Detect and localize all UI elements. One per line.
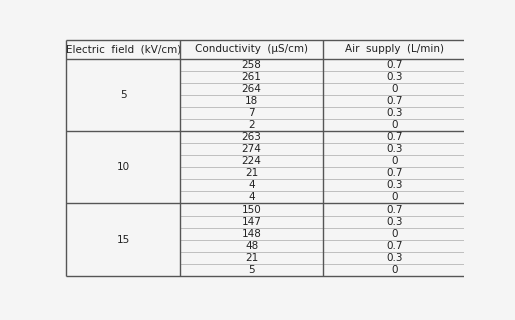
Text: 0.3: 0.3	[386, 180, 403, 190]
Text: 4: 4	[248, 192, 255, 203]
Text: 148: 148	[242, 229, 262, 239]
Text: 0.7: 0.7	[386, 60, 403, 70]
Text: 0: 0	[391, 229, 398, 239]
Text: 18: 18	[245, 96, 258, 106]
Text: 0.3: 0.3	[386, 253, 403, 263]
Text: 0: 0	[391, 84, 398, 94]
Text: 0.7: 0.7	[386, 241, 403, 251]
Text: 274: 274	[242, 144, 262, 154]
Text: 224: 224	[242, 156, 262, 166]
Text: 0.3: 0.3	[386, 144, 403, 154]
Text: 258: 258	[242, 60, 262, 70]
Text: 0: 0	[391, 120, 398, 130]
Text: 7: 7	[248, 108, 255, 118]
Text: 0: 0	[391, 265, 398, 275]
Text: 264: 264	[242, 84, 262, 94]
Text: 0.3: 0.3	[386, 72, 403, 82]
Text: 4: 4	[248, 180, 255, 190]
Text: 48: 48	[245, 241, 258, 251]
Text: Air  supply  (L/min): Air supply (L/min)	[345, 44, 444, 54]
Text: 2: 2	[248, 120, 255, 130]
Text: 0.7: 0.7	[386, 96, 403, 106]
Text: 10: 10	[117, 162, 130, 172]
Text: 5: 5	[248, 265, 255, 275]
Text: 0.7: 0.7	[386, 204, 403, 214]
Text: 15: 15	[116, 235, 130, 245]
Text: 21: 21	[245, 253, 258, 263]
Text: 147: 147	[242, 217, 262, 227]
Text: 263: 263	[242, 132, 262, 142]
Text: 0: 0	[391, 192, 398, 203]
Text: Electric  field  (kV/cm): Electric field (kV/cm)	[65, 44, 181, 54]
Text: 0: 0	[391, 156, 398, 166]
Text: Conductivity  (μS/cm): Conductivity (μS/cm)	[195, 44, 308, 54]
Text: 0.7: 0.7	[386, 132, 403, 142]
Text: 261: 261	[242, 72, 262, 82]
Text: 0.7: 0.7	[386, 168, 403, 178]
Text: 150: 150	[242, 204, 262, 214]
Text: 0.3: 0.3	[386, 217, 403, 227]
Text: 21: 21	[245, 168, 258, 178]
Text: 5: 5	[120, 90, 127, 100]
Text: 0.3: 0.3	[386, 108, 403, 118]
